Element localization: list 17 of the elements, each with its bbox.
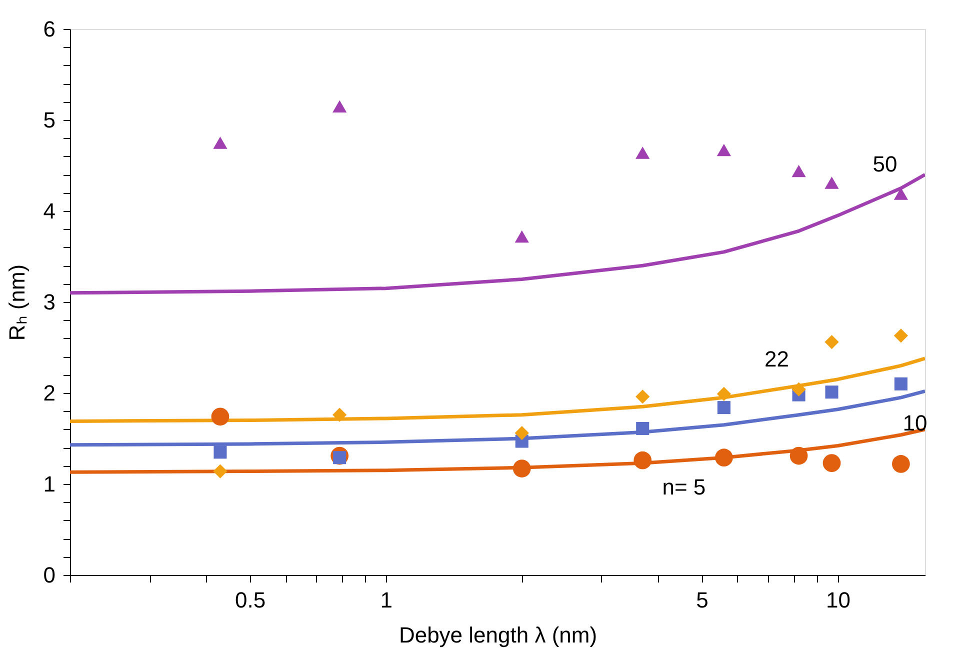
x-axis-title: Debye length λ (nm) [398, 622, 598, 648]
y-tick-label: 2 [43, 380, 56, 406]
x-tick-label: 1 [380, 588, 392, 612]
x-tick-label: 0.5 [235, 588, 266, 612]
y-axis-title: Rₕ (nm) [4, 264, 30, 341]
annotation: 22 [764, 346, 790, 372]
x-tick-label: 10 [826, 588, 850, 612]
y-tick-label: 3 [43, 290, 56, 314]
y-tick-label: 4 [43, 198, 56, 224]
annotation: 10 [902, 410, 928, 436]
annotation: 50 [872, 151, 898, 176]
y-tick-label: 0 [43, 562, 56, 588]
y-tick-label: 5 [43, 108, 56, 132]
x-tick-label: 5 [696, 588, 708, 612]
y-tick-label: 6 [43, 16, 56, 42]
y-tick-label: 1 [43, 472, 56, 496]
annotation: n= 5 [662, 474, 706, 500]
